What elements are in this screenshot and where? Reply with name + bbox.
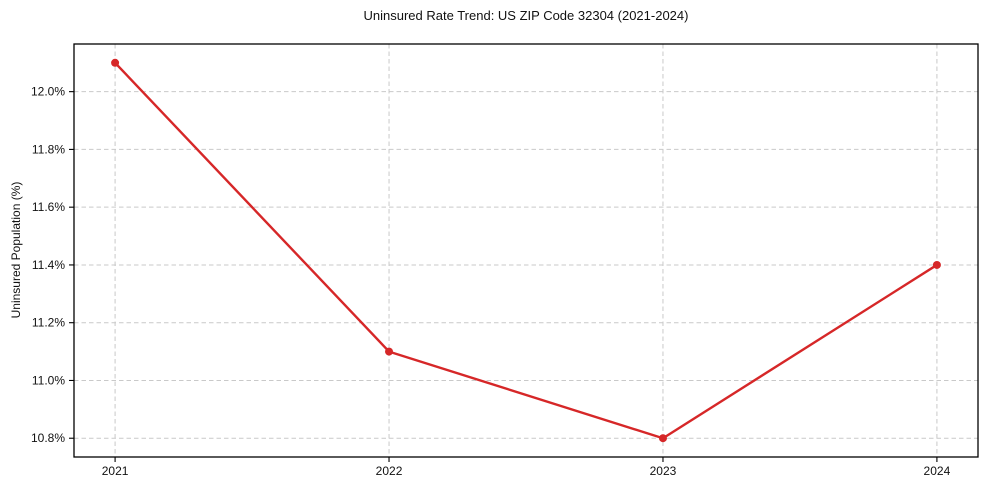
x-tick-label: 2021 bbox=[102, 464, 129, 478]
trend-line bbox=[113, 61, 939, 440]
y-tick-label: 10.8% bbox=[31, 431, 65, 445]
y-tick-label: 11.6% bbox=[32, 200, 65, 214]
x-tick-label: 2022 bbox=[376, 464, 403, 478]
data-point-marker bbox=[658, 434, 667, 443]
y-tick-label: 11.4% bbox=[32, 258, 65, 272]
chart-title: Uninsured Rate Trend: US ZIP Code 32304 … bbox=[363, 8, 689, 23]
data-point-marker bbox=[932, 260, 941, 269]
x-tick-label: 2023 bbox=[650, 464, 677, 478]
x-tick-label: 2024 bbox=[924, 464, 951, 478]
y-tick-label: 11.2% bbox=[32, 316, 65, 330]
y-tick-label: 11.0% bbox=[32, 373, 65, 387]
plot-frame bbox=[73, 43, 979, 458]
data-point-marker bbox=[385, 347, 394, 356]
y-tick-label: 12.0% bbox=[31, 85, 65, 99]
data-point-marker bbox=[111, 58, 120, 67]
y-tick-label: 11.8% bbox=[32, 142, 65, 156]
